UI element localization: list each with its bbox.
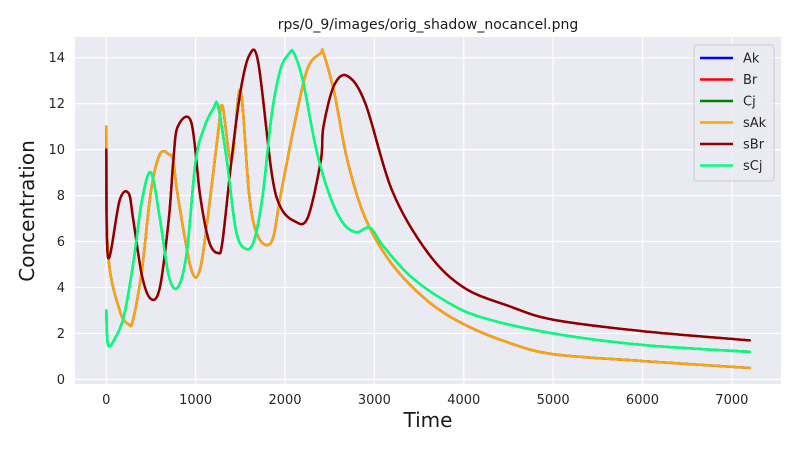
series-line-sBr <box>105 48 751 342</box>
legend-label-Ak: Ak <box>743 52 760 67</box>
y-ticks: 0 2 4 6 8 10 12 14 <box>48 51 65 388</box>
legend-label-sBr: sBr <box>743 138 765 153</box>
x-tick-label: 1000 <box>179 393 212 408</box>
y-tick-label: 2 <box>57 327 65 342</box>
series-line-sCj <box>105 49 751 354</box>
legend: Ak Br Cj sAk sBr sCj <box>693 44 775 182</box>
plot-background <box>75 37 781 384</box>
y-tick-label: 10 <box>48 143 65 158</box>
legend-label-Br: Br <box>743 73 758 88</box>
series-line-sAk <box>105 48 751 370</box>
chart-title: rps/0_9/images/orig_shadow_nocancel.png <box>278 17 578 33</box>
y-tick-label: 8 <box>57 189 65 204</box>
x-tick-label: 2000 <box>268 393 301 408</box>
x-ticks: 0 1000 2000 3000 4000 5000 6000 7000 <box>102 393 748 408</box>
x-axis-label: Time <box>403 408 453 432</box>
x-tick-label: 6000 <box>626 393 659 408</box>
y-tick-label: 4 <box>57 281 65 296</box>
y-tick-label: 14 <box>48 51 65 66</box>
series-layer <box>105 48 751 370</box>
legend-label-sAk: sAk <box>743 116 767 131</box>
x-tick-label: 7000 <box>715 393 748 408</box>
y-tick-label: 6 <box>57 235 65 250</box>
y-axis-label: Concentration <box>15 140 39 281</box>
legend-label-Cj: Cj <box>743 95 756 110</box>
x-tick-label: 5000 <box>537 393 570 408</box>
y-tick-label: 12 <box>48 97 65 112</box>
y-tick-label: 0 <box>57 373 65 388</box>
legend-label-sCj: sCj <box>743 159 762 174</box>
x-tick-label: 0 <box>102 393 110 408</box>
x-tick-label: 3000 <box>358 393 391 408</box>
x-tick-label: 4000 <box>447 393 480 408</box>
